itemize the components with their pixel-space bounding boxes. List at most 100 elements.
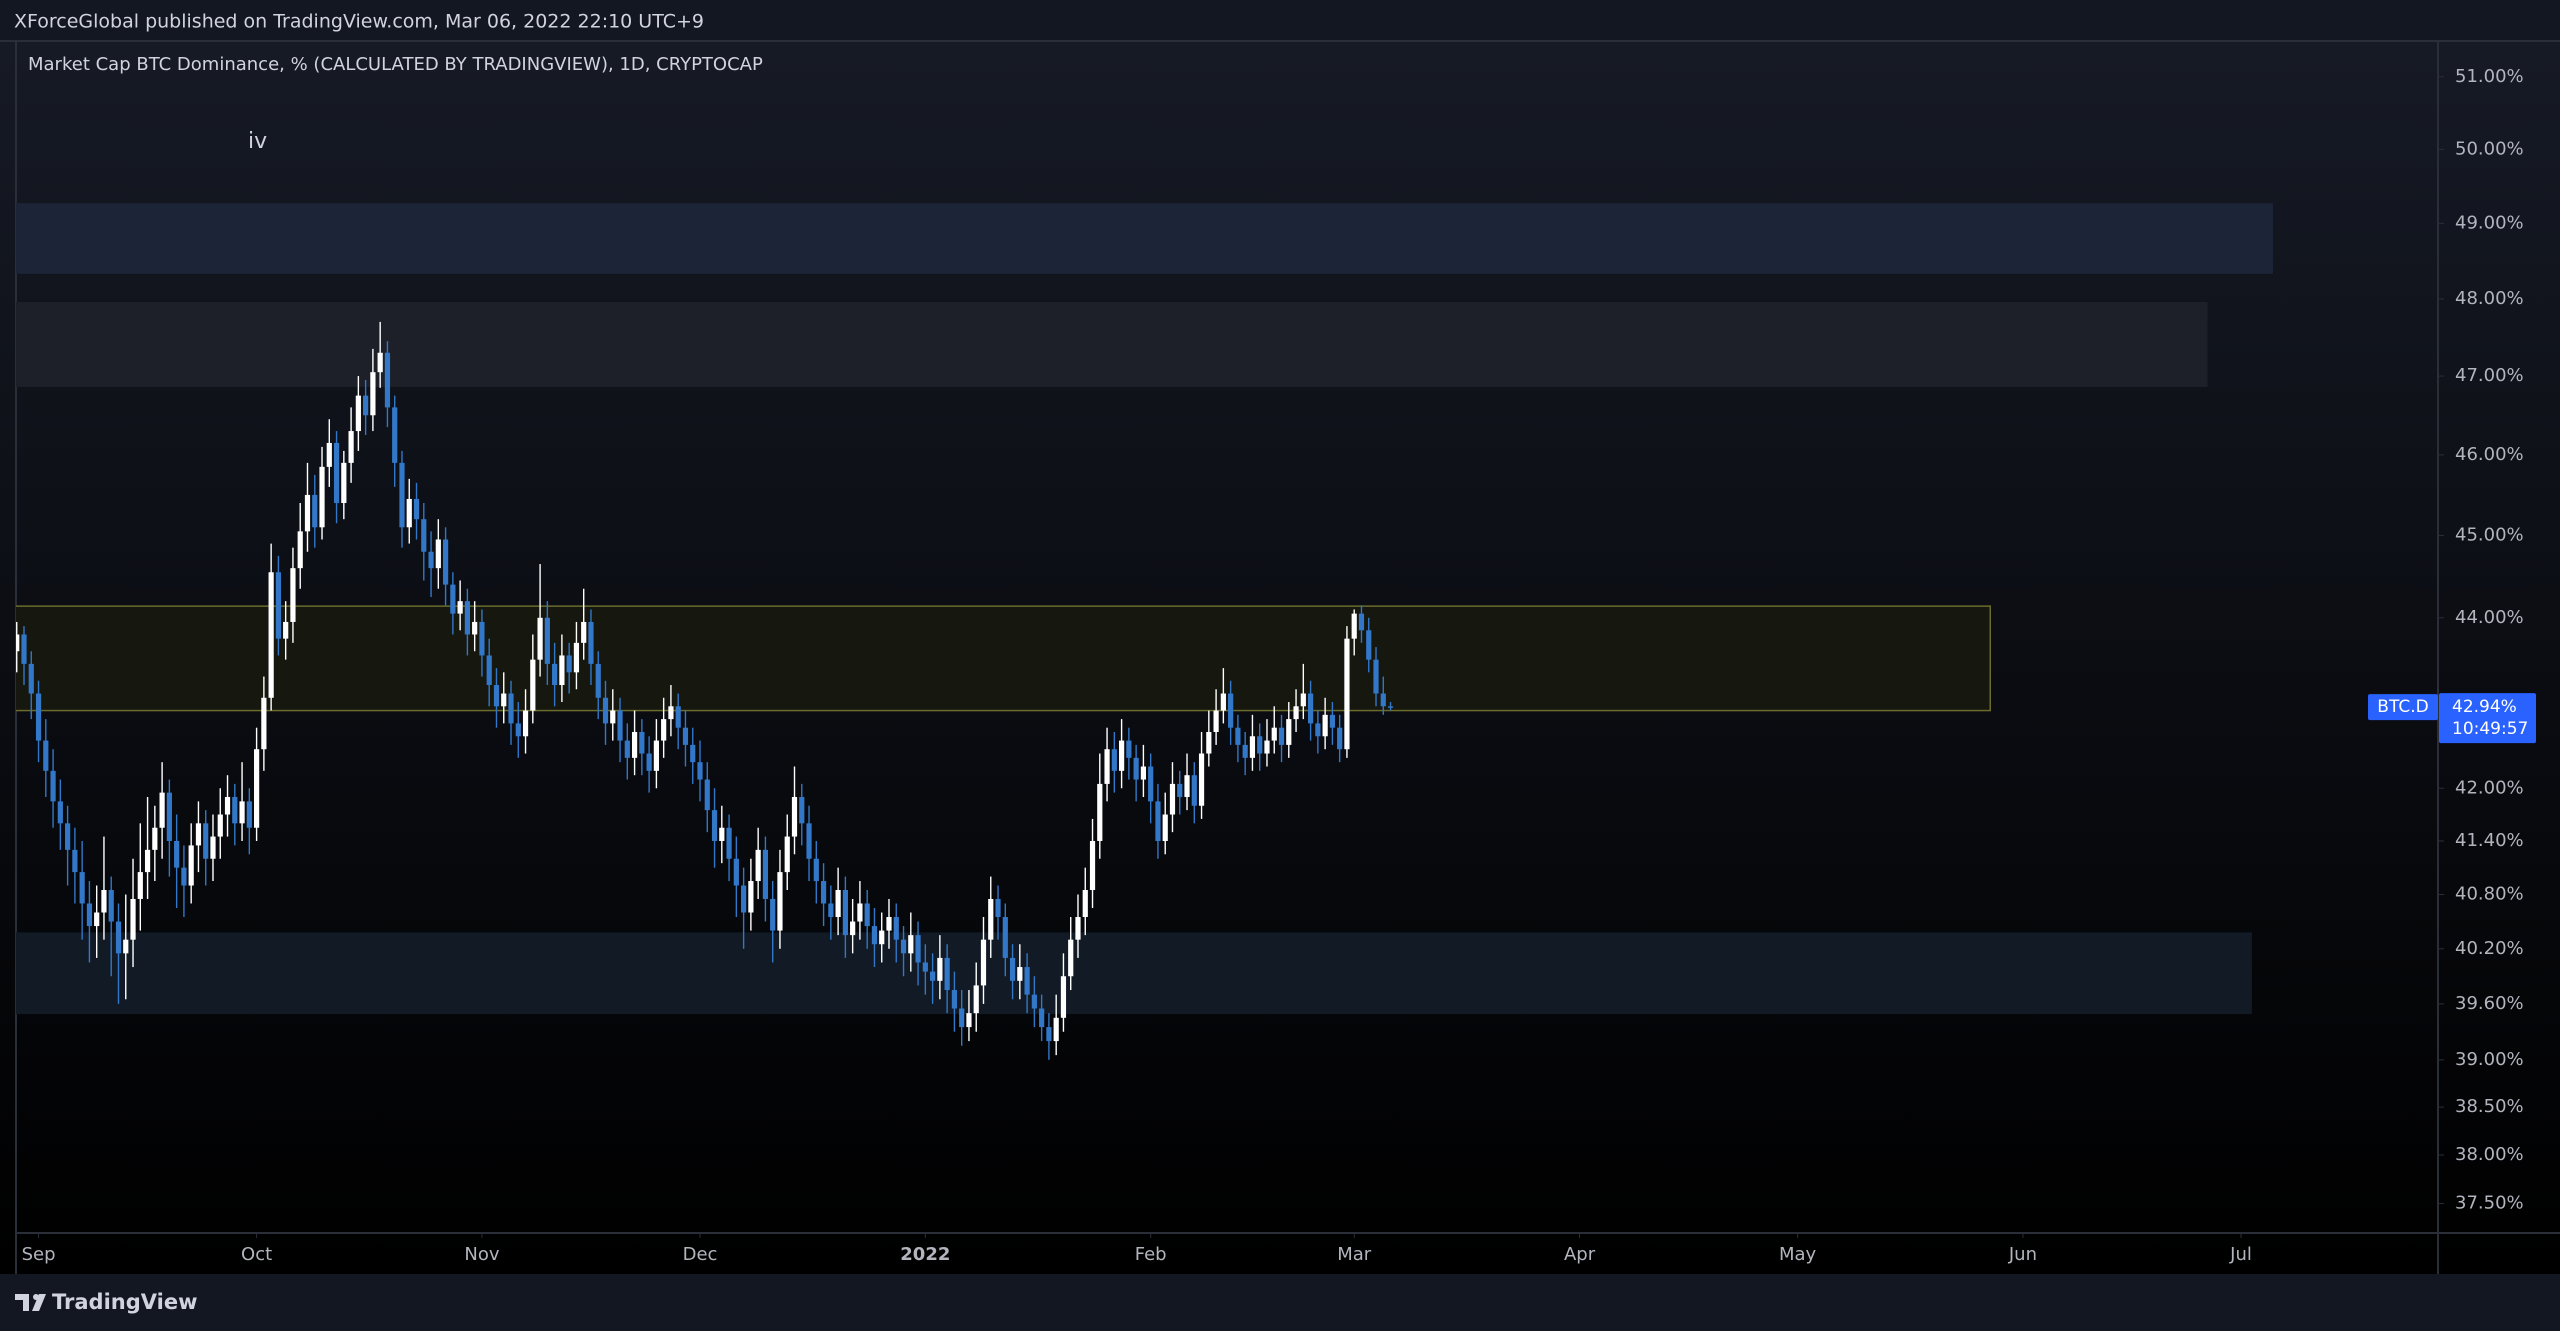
candle-body: [959, 1008, 965, 1028]
y-tick-label: 40.20%: [2455, 938, 2524, 959]
candle-body: [668, 706, 674, 720]
candle-body: [421, 519, 427, 552]
candle-body: [152, 827, 158, 850]
candle-body: [1068, 939, 1074, 977]
y-tick-label: 45.00%: [2455, 524, 2524, 545]
y-tick-label: 40.80%: [2455, 883, 2524, 904]
candle-body: [813, 858, 819, 882]
candle-body: [501, 693, 507, 707]
publisher-line: XForceGlobal published on TradingView.co…: [14, 11, 704, 33]
y-tick-label: 37.50%: [2455, 1193, 2524, 1214]
candle-body: [1184, 775, 1190, 797]
candle-body: [290, 568, 296, 622]
candles: [16, 321, 1394, 1060]
candle-body: [791, 796, 798, 837]
brand-logo: [15, 1294, 46, 1311]
candle-body: [181, 867, 187, 886]
candle-body: [450, 584, 456, 614]
candle-body: [915, 935, 921, 963]
candle-body: [35, 693, 42, 741]
candle-body: [79, 872, 85, 904]
y-tick-label: 46.00%: [2455, 444, 2524, 465]
candle-body: [159, 792, 165, 828]
candle-body: [573, 642, 580, 673]
candle-body: [828, 903, 834, 918]
candle-body: [908, 935, 914, 954]
candle-body: [246, 801, 252, 828]
candle-body: [1286, 719, 1292, 745]
candle-body: [1213, 710, 1219, 732]
candle-body: [1249, 736, 1256, 758]
candle-body: [217, 814, 223, 837]
candle-body: [1380, 693, 1386, 707]
x-tick-label: Feb: [1135, 1244, 1167, 1265]
candle-body: [72, 849, 78, 873]
candle-body: [1307, 693, 1314, 724]
candle-body: [1148, 766, 1154, 802]
candle-body: [842, 889, 848, 936]
y-tick-label: 41.40%: [2455, 830, 2524, 851]
x-tick-label: May: [1779, 1244, 1817, 1265]
candle-body: [1278, 727, 1285, 745]
candle-body: [711, 810, 718, 841]
candle-body: [1329, 714, 1335, 728]
candle-body: [1053, 1017, 1059, 1042]
candle-body: [508, 693, 514, 724]
candle-body: [879, 930, 885, 945]
footer: [0, 1274, 2560, 1331]
candle-body: [864, 903, 870, 927]
countdown: 10:49:57: [2452, 719, 2528, 739]
candle-body: [232, 796, 238, 824]
candle-body: [312, 494, 318, 528]
candle-body: [1198, 753, 1205, 806]
zones: [16, 203, 2273, 1015]
candle-body: [457, 601, 463, 614]
candle-body: [123, 939, 129, 954]
zone: [16, 932, 2252, 1015]
candle-body: [1039, 1008, 1045, 1028]
last-price-box: [2439, 693, 2536, 744]
candle-body: [1300, 693, 1306, 707]
candle-body: [1046, 1027, 1052, 1042]
candle-body: [275, 572, 282, 639]
candle-body: [1344, 638, 1350, 750]
candle-body: [363, 395, 369, 416]
zone: [16, 605, 1991, 712]
candle-body: [770, 898, 776, 931]
candle-body: [1082, 889, 1088, 918]
candle-body: [333, 442, 340, 503]
candle-body: [1351, 613, 1357, 639]
candle-body: [203, 823, 209, 859]
candle-body: [777, 872, 783, 931]
y-tick-label: 42.00%: [2455, 777, 2524, 798]
candle-body: [297, 531, 303, 569]
candle-body: [900, 939, 907, 954]
candle-body: [1206, 731, 1212, 754]
candle-body: [937, 957, 943, 981]
chart-title: Market Cap BTC Dominance, % (CALCULATED …: [28, 54, 763, 75]
candle-body: [1220, 693, 1226, 711]
candle-body: [1089, 840, 1096, 890]
candle-body: [726, 827, 732, 859]
candle-body: [1191, 775, 1197, 806]
candle-body: [16, 634, 20, 652]
x-tick-label: Oct: [241, 1244, 272, 1265]
candle-body: [1373, 659, 1379, 694]
y-tick-label: 47.00%: [2455, 365, 2524, 386]
y-tick-label: 38.50%: [2455, 1096, 2524, 1117]
candle-body: [1017, 967, 1023, 981]
candle-body: [1155, 801, 1161, 841]
candle-body: [784, 836, 790, 873]
candle-body: [595, 663, 601, 698]
annotation: iv: [248, 129, 267, 154]
candle-body: [86, 903, 93, 927]
candle-body: [472, 621, 478, 635]
candle-body: [341, 462, 347, 503]
candle-body: [355, 395, 361, 432]
candle-body: [697, 762, 703, 780]
candle-body: [239, 801, 245, 824]
candle-body: [806, 823, 812, 859]
candle-body: [675, 706, 681, 728]
candle-body: [108, 889, 114, 922]
